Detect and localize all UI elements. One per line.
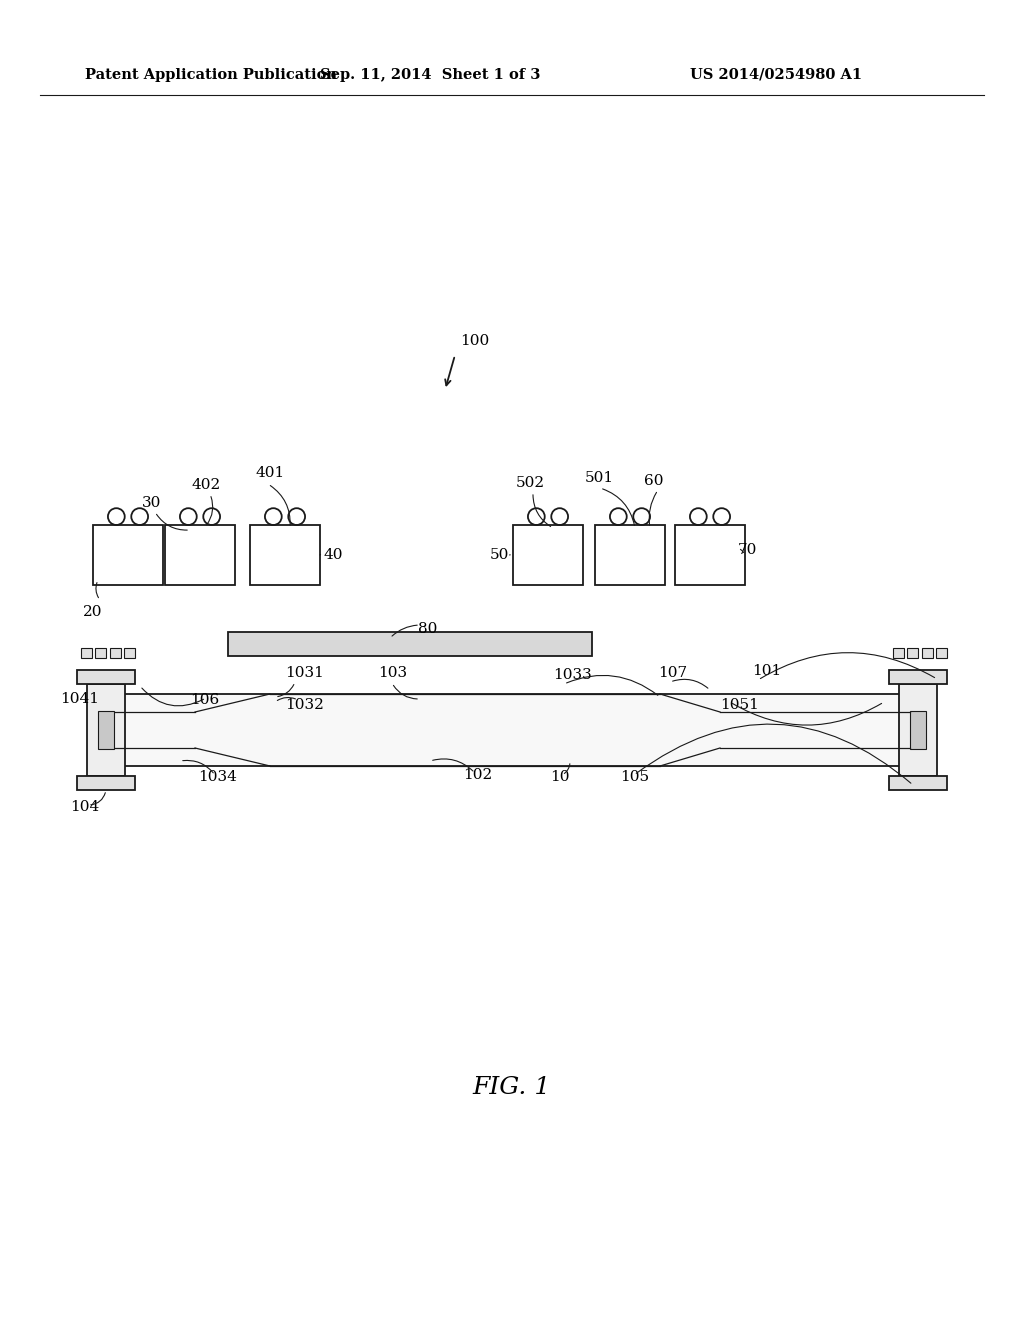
- Bar: [95, 648, 106, 657]
- Bar: [910, 711, 926, 748]
- Text: 1032: 1032: [285, 698, 324, 711]
- Text: 50: 50: [490, 548, 509, 562]
- Text: 10: 10: [550, 770, 569, 784]
- Bar: [899, 684, 937, 776]
- Bar: [936, 648, 947, 657]
- Bar: [922, 648, 933, 657]
- Text: 70: 70: [738, 543, 758, 557]
- Text: 20: 20: [83, 605, 102, 619]
- Text: 104: 104: [70, 800, 99, 814]
- Bar: [110, 648, 121, 657]
- Bar: [81, 648, 92, 657]
- Bar: [889, 671, 947, 684]
- Bar: [115, 694, 910, 766]
- Bar: [98, 711, 114, 748]
- Text: 103: 103: [378, 667, 408, 680]
- Bar: [77, 671, 135, 684]
- Bar: [228, 632, 592, 656]
- Bar: [907, 648, 919, 657]
- Text: 80: 80: [418, 622, 437, 636]
- Text: Patent Application Publication: Patent Application Publication: [85, 69, 337, 82]
- Text: 501: 501: [585, 471, 614, 484]
- Text: 30: 30: [142, 496, 162, 510]
- Text: 101: 101: [752, 664, 781, 678]
- Bar: [124, 648, 135, 657]
- Text: 402: 402: [193, 478, 221, 492]
- Text: US 2014/0254980 A1: US 2014/0254980 A1: [690, 69, 862, 82]
- Text: FIG. 1: FIG. 1: [473, 1077, 551, 1100]
- Text: 1033: 1033: [553, 668, 592, 682]
- Text: 100: 100: [460, 334, 489, 348]
- Bar: [77, 776, 135, 789]
- Bar: [893, 648, 904, 657]
- Bar: [889, 776, 947, 789]
- Text: 105: 105: [620, 770, 649, 784]
- Text: Sep. 11, 2014  Sheet 1 of 3: Sep. 11, 2014 Sheet 1 of 3: [319, 69, 541, 82]
- Text: 1041: 1041: [60, 692, 99, 706]
- Text: 1034: 1034: [198, 770, 237, 784]
- Text: 502: 502: [516, 477, 545, 490]
- Text: 107: 107: [658, 667, 687, 680]
- Text: 1051: 1051: [720, 698, 759, 711]
- Text: 1031: 1031: [285, 667, 324, 680]
- Text: 60: 60: [644, 474, 664, 488]
- Text: 102: 102: [463, 768, 493, 781]
- Bar: [87, 684, 125, 776]
- Text: 40: 40: [323, 548, 342, 562]
- Text: 401: 401: [255, 466, 285, 480]
- Text: 106: 106: [190, 693, 219, 708]
